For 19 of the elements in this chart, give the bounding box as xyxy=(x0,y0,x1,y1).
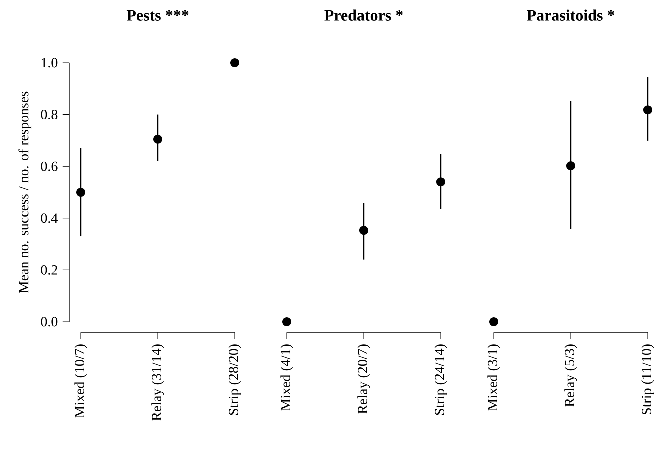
chart-title: Pests *** xyxy=(126,10,189,21)
x-tick-label: Mixed (3/1) xyxy=(488,344,500,411)
y-tick-label: 0.2 xyxy=(41,265,58,275)
y-axis-title: Mean no. success / no. of responses xyxy=(18,92,32,294)
x-tick-label: Strip (28/20) xyxy=(228,344,242,416)
y-tick-label: 1.0 xyxy=(42,58,58,68)
x-tick-label: Mixed (10/7) xyxy=(74,344,88,418)
y-tick-label: 0.6 xyxy=(41,162,58,172)
x-tick-label: Relay (20/7) xyxy=(358,344,370,414)
x-tick-label: Strip (11/10) xyxy=(642,344,654,415)
chart-title: Predators * xyxy=(324,10,403,21)
x-tick-label: Strip (24/14) xyxy=(434,344,448,416)
x-tick-label: Mixed (4/1) xyxy=(280,344,294,411)
x-tick-label: Relay (5/3) xyxy=(564,344,578,408)
y-tick-label: 0.8 xyxy=(41,110,58,120)
x-tick-label: Relay (31/14) xyxy=(152,344,164,422)
chart-title: Parasitoids * xyxy=(527,10,615,21)
y-tick-label: 0.4 xyxy=(41,214,58,224)
y-tick-label: 0.0 xyxy=(41,317,58,327)
